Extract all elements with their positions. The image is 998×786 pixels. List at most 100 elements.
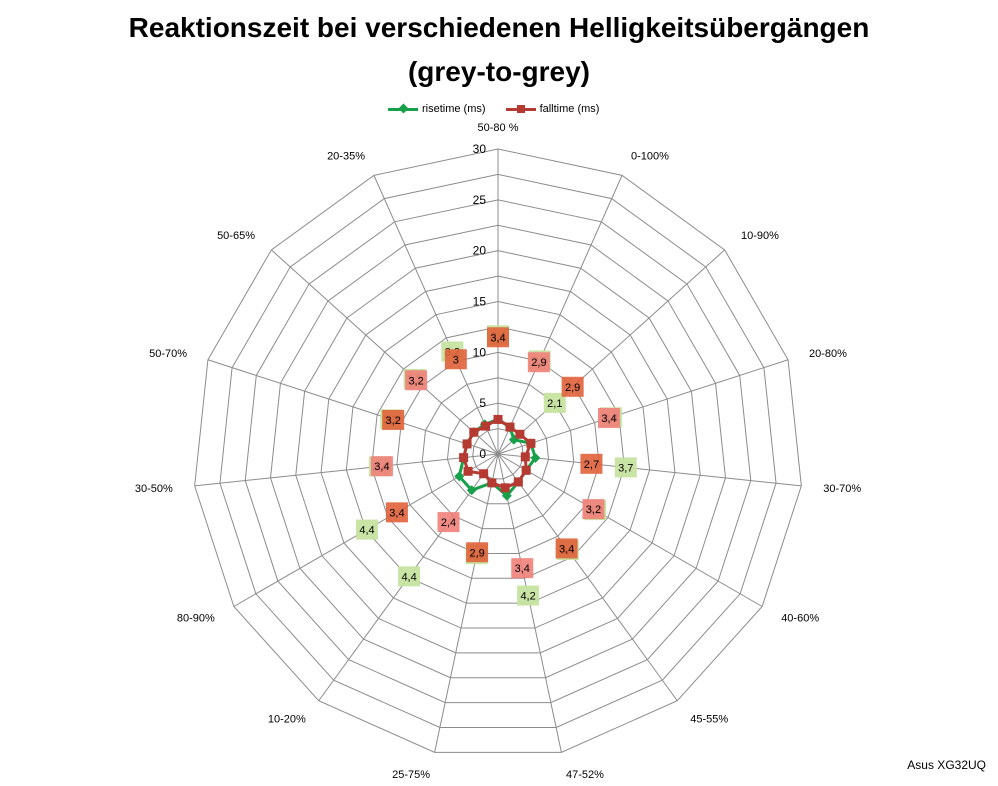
fall-point [520, 452, 530, 462]
grid-spoke [497, 453, 678, 702]
grid-ring [194, 148, 802, 753]
chart-title-line1: Reaktionszeit bei verschiedenen Helligke… [128, 12, 870, 43]
grid-spoke [194, 453, 499, 487]
grid-spoke [207, 359, 499, 455]
category-label: 20-35% [327, 150, 365, 162]
fall-data-label: 3,4 [389, 507, 404, 519]
fall-data-label: 3,4 [601, 413, 616, 425]
rise-point [501, 490, 512, 501]
r-tick-label: 5 [479, 396, 486, 410]
category-label: 50-80 % [478, 122, 519, 134]
category-label: 40-60% [781, 613, 819, 625]
grid-ring [269, 224, 727, 679]
rise-point [466, 485, 477, 496]
grid-ring [320, 275, 676, 629]
fall-point [493, 414, 503, 424]
fall-data-label-bg [466, 542, 489, 563]
r-tick-label: 10 [473, 345, 487, 359]
fall-point [459, 453, 469, 463]
rise-data-label: 4,4 [401, 571, 416, 583]
fall-data-label: 2,9 [565, 382, 580, 394]
grid-spoke [434, 453, 499, 753]
fall-data-label-bg [487, 327, 509, 348]
fall-data-label-bg [382, 409, 405, 430]
category-label: 45-55% [690, 714, 728, 726]
fall-data-label: 3 [453, 354, 459, 366]
fall-data-label: 3,4 [374, 461, 389, 473]
fall-data-label: 2,9 [531, 357, 546, 369]
category-label: 47-52% [566, 769, 604, 781]
fall-data-label-bg [444, 349, 467, 370]
rise-data-label-bg [356, 519, 379, 540]
rise-data-label: 3,7 [618, 462, 633, 474]
grid-spoke [271, 249, 499, 455]
legend-swatch-rise [388, 103, 418, 115]
fall-point [479, 469, 489, 479]
legend: risetime (ms) falltime (ms) [388, 100, 619, 118]
fall-data-label-bg [370, 456, 393, 477]
fall-point [515, 429, 525, 439]
category-label: 25-75% [392, 769, 430, 781]
category-label: 0-100% [631, 150, 669, 162]
legend-item-fall: falltime (ms) [505, 103, 599, 115]
category-label: 80-90% [177, 613, 215, 625]
watermark: Asus XG32UQ [907, 758, 986, 772]
category-label: 10-20% [268, 714, 306, 726]
fall-data-label: 3,2 [408, 375, 423, 387]
r-tick-label: 20 [473, 244, 487, 258]
fall-point [505, 422, 515, 432]
grid-ring [345, 300, 651, 604]
r-tick-label: 30 [473, 142, 487, 156]
fall-data-label: 2,7 [584, 459, 599, 471]
fall-data-label-bg [511, 558, 534, 579]
fall-data-label-bg [561, 376, 584, 397]
rise-data-label-bg [398, 566, 421, 587]
grid-ring [396, 351, 600, 554]
fall-point [462, 439, 472, 449]
fall-data-label: 2,9 [469, 547, 484, 559]
grid-ring [421, 377, 575, 530]
rise-data-label-bg [543, 392, 566, 413]
rise-data-label-bg [517, 585, 540, 606]
category-label: 50-65% [217, 230, 255, 242]
category-label: 30-70% [823, 483, 861, 495]
rise-data-label: 2,1 [547, 398, 562, 410]
grid-ring [446, 402, 550, 505]
fall-point [463, 466, 473, 476]
chart-title-line2: (grey-to-grey) [407, 56, 590, 87]
fall-data-label-bg [582, 499, 605, 520]
series-line-1 [462, 417, 533, 490]
fall-data-label-bg [437, 512, 460, 533]
grid-spoke [497, 249, 725, 455]
grid-spoke [373, 175, 499, 455]
grid-ring [244, 199, 752, 704]
category-label: 30-50% [135, 483, 173, 495]
grid-spoke [497, 453, 802, 487]
rise-data-label: 4,4 [359, 525, 374, 537]
fall-data-label: 3,2 [586, 504, 601, 516]
r-tick-label: 25 [473, 193, 487, 207]
category-label: 10-90% [741, 230, 779, 242]
fall-data-label: 3,4 [515, 563, 530, 575]
legend-label-rise: risetime (ms) [422, 103, 486, 115]
fall-data-label-bg [555, 538, 578, 559]
rise-data-label-bg [614, 457, 637, 478]
rise-point [530, 452, 541, 463]
legend-item-rise: risetime (ms) [388, 103, 486, 115]
fall-point [521, 465, 531, 475]
fall-data-label-bg [598, 407, 621, 428]
fall-point [526, 438, 536, 448]
grid-spoke [497, 359, 789, 455]
fall-data-label: 3,2 [386, 415, 401, 427]
fall-data-label-bg [527, 352, 550, 373]
grid-ring [371, 326, 625, 579]
fall-data-label: 3,4 [490, 332, 505, 344]
grid-spoke [497, 453, 763, 607]
rise-data-label: 4,2 [520, 591, 535, 603]
fall-data-label: 2,4 [441, 517, 456, 529]
r-tick-label: 15 [473, 295, 487, 309]
fall-point [513, 477, 523, 487]
fall-data-label-bg [405, 370, 428, 391]
fall-data-label: 3,4 [559, 543, 574, 555]
